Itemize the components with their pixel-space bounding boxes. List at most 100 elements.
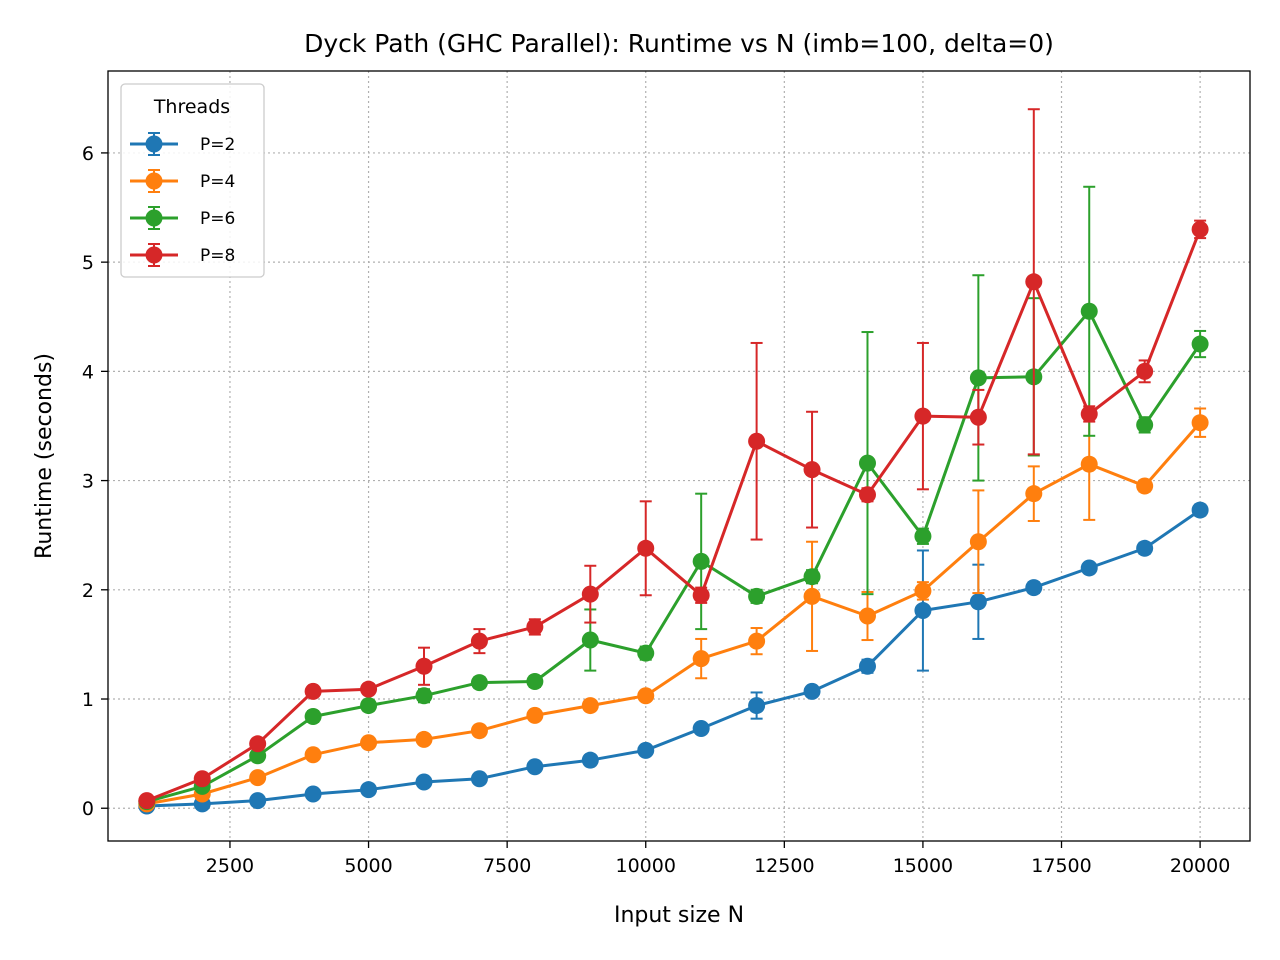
data-point <box>193 770 211 788</box>
data-point <box>1080 455 1098 473</box>
data-point <box>748 587 766 605</box>
data-point <box>415 730 433 748</box>
x-tick-label: 5000 <box>344 855 392 877</box>
series-p2 <box>138 501 1209 815</box>
data-point <box>360 734 378 752</box>
data-point <box>1136 539 1154 557</box>
data-point <box>1191 501 1209 519</box>
data-point <box>803 568 821 586</box>
x-tick-label: 2500 <box>206 855 254 877</box>
data-point <box>526 673 544 691</box>
data-point <box>1080 559 1098 577</box>
data-point <box>360 697 378 715</box>
series-line <box>146 228 1202 802</box>
data-point <box>360 781 378 799</box>
x-tick-label: 17500 <box>1031 855 1091 877</box>
data-point <box>914 527 932 545</box>
chart-title: Dyck Path (GHC Parallel): Runtime vs N (… <box>304 29 1054 58</box>
data-point <box>969 408 987 426</box>
plot-area-frame <box>107 70 1251 842</box>
data-point <box>1191 414 1209 432</box>
data-point <box>1136 362 1154 380</box>
data-point <box>803 682 821 700</box>
series-p6 <box>138 185 1209 811</box>
legend-marker <box>145 246 163 264</box>
series-p8 <box>138 108 1209 810</box>
y-tick-label: 0 <box>82 798 94 820</box>
x-tick-label: 15000 <box>893 855 953 877</box>
data-point <box>858 454 876 472</box>
data-point <box>415 657 433 675</box>
data-point <box>914 407 932 425</box>
data-point <box>581 585 599 603</box>
data-point <box>581 751 599 769</box>
data-point <box>692 720 710 738</box>
data-point <box>637 741 655 759</box>
x-axis-label: Input size N <box>614 903 744 928</box>
data-point <box>304 707 322 725</box>
data-point <box>470 632 488 650</box>
data-point <box>526 618 544 636</box>
data-point <box>249 769 267 787</box>
x-tick-label: 10000 <box>616 855 676 877</box>
data-point <box>304 682 322 700</box>
data-point <box>360 680 378 698</box>
y-tick-label: 5 <box>82 252 94 274</box>
data-point <box>1136 416 1154 434</box>
x-tick-label: 12500 <box>754 855 814 877</box>
data-point <box>1025 485 1043 503</box>
legend-marker <box>145 172 163 190</box>
x-tick-label: 20000 <box>1170 855 1230 877</box>
data-point <box>415 773 433 791</box>
data-point <box>249 747 267 765</box>
y-tick-label: 6 <box>82 143 94 165</box>
series-line <box>146 421 1202 806</box>
data-point <box>803 587 821 605</box>
x-axis-ticks: 2500 5000 7500 10000 12500 15000 17500 20000 <box>206 841 1230 877</box>
data-point <box>858 607 876 625</box>
data-point <box>1191 335 1209 353</box>
legend-entry: P=6 <box>130 206 235 230</box>
data-point <box>969 369 987 387</box>
data-point <box>470 770 488 788</box>
data-point <box>692 552 710 570</box>
data-point <box>249 735 267 753</box>
data-point <box>249 792 267 810</box>
data-point <box>637 539 655 557</box>
data-point <box>858 657 876 675</box>
legend-entry: P=4 <box>130 169 235 193</box>
data-point <box>1025 273 1043 291</box>
legend-entry: P=2 <box>130 132 235 156</box>
legend-marker <box>145 209 163 227</box>
y-tick-label: 4 <box>82 361 94 383</box>
legend-label: P=6 <box>200 209 235 229</box>
data-point <box>858 486 876 504</box>
legend-marker <box>145 135 163 153</box>
data-point <box>969 533 987 551</box>
data-point <box>637 644 655 662</box>
data-point <box>415 687 433 705</box>
data-point <box>748 432 766 450</box>
data-point <box>470 674 488 692</box>
data-point <box>526 758 544 776</box>
data-point <box>1080 405 1098 423</box>
legend-label: P=2 <box>200 135 235 155</box>
y-axis-label: Runtime (seconds) <box>32 353 57 559</box>
legend-entries: P=2 P=4 P=6 P=8 <box>130 132 235 267</box>
legend-label: P=8 <box>200 246 235 266</box>
grid-lines <box>108 71 1250 841</box>
x-tick-label: 7500 <box>483 855 531 877</box>
data-point <box>692 650 710 668</box>
data-point <box>1025 579 1043 597</box>
legend: Threads P=2 P=4 P=6 P=8 <box>120 83 265 278</box>
data-point <box>470 722 488 740</box>
series-group <box>138 108 1209 815</box>
legend-label: P=4 <box>200 172 235 192</box>
series-line <box>146 508 1201 808</box>
data-point <box>304 785 322 803</box>
y-tick-label: 3 <box>82 471 94 493</box>
legend-title: Threads <box>153 96 230 118</box>
data-point <box>914 582 932 600</box>
y-axis-ticks: 0 1 2 3 4 5 6 <box>82 143 108 820</box>
